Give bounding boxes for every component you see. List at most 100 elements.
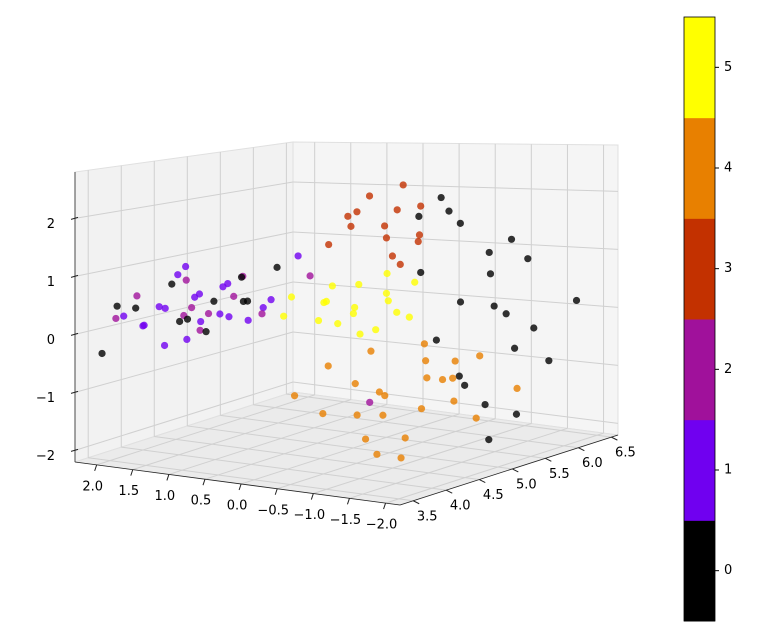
point [420, 340, 429, 348]
tick-mark [238, 483, 242, 491]
tick-mark [70, 216, 79, 220]
point [351, 303, 359, 312]
point [344, 212, 352, 220]
point [415, 212, 423, 221]
point [397, 454, 405, 462]
x-tick-label: 5.0 [516, 477, 537, 492]
point [382, 289, 391, 297]
y-tick-label: −1.5 [330, 513, 362, 528]
point [502, 310, 510, 318]
grid-line [204, 408, 424, 480]
point [366, 398, 374, 406]
point [372, 326, 380, 334]
point [160, 341, 169, 350]
tick-mark [412, 500, 420, 505]
grid-line [96, 394, 315, 466]
colorbar-segment [684, 520, 715, 622]
point [545, 357, 553, 365]
point [456, 298, 465, 306]
point [306, 272, 314, 280]
z-tick-label: 2 [47, 217, 55, 232]
point [225, 313, 233, 321]
point [411, 278, 419, 286]
grid-line [74, 231, 294, 277]
point [216, 310, 224, 318]
point [365, 192, 374, 200]
point [481, 400, 489, 409]
colorbar-tick-label: 4 [724, 161, 732, 176]
point [319, 410, 327, 418]
grid-line [88, 457, 414, 502]
y-tick-label: −2.0 [366, 518, 398, 533]
point [485, 436, 493, 444]
y-tick-label: 2.0 [82, 479, 103, 494]
point [98, 349, 106, 358]
tick-mark [94, 464, 98, 472]
point [405, 313, 413, 321]
point [155, 303, 163, 311]
point [139, 322, 147, 330]
point [381, 392, 389, 400]
grid-line [240, 413, 460, 485]
grid-line [292, 231, 619, 250]
grid-line [74, 381, 294, 451]
point [290, 392, 299, 400]
point [422, 357, 430, 365]
point [176, 317, 184, 326]
point [380, 222, 389, 230]
point [356, 330, 364, 338]
grid-line [74, 181, 294, 219]
point [461, 381, 469, 389]
y-tick-label: −1.0 [294, 508, 326, 523]
point [384, 297, 392, 305]
colorbar-frame [683, 16, 716, 622]
point [183, 335, 191, 344]
point [351, 380, 359, 388]
grid-line [121, 446, 447, 491]
z-tick-label: 0 [47, 333, 55, 348]
point [373, 450, 381, 458]
point [182, 276, 190, 284]
grid-line [74, 331, 294, 393]
tick-mark [479, 479, 486, 483]
point [347, 222, 355, 230]
point [449, 374, 457, 382]
point [451, 357, 459, 365]
point [524, 255, 532, 263]
side-pane [292, 141, 619, 436]
colorbar-tick-label: 3 [724, 261, 732, 276]
point [393, 206, 401, 214]
point [383, 269, 391, 278]
tick-mark [70, 390, 79, 394]
point [510, 344, 519, 352]
point [196, 326, 204, 334]
grid-line [292, 331, 619, 366]
y-tick-label: −0.5 [257, 503, 289, 518]
point [287, 293, 296, 301]
axis-line [74, 461, 401, 506]
z-tick-label: −2 [36, 449, 55, 464]
point [388, 252, 397, 260]
grid-line [349, 427, 568, 499]
point [133, 292, 141, 300]
point [324, 362, 332, 370]
colorbar-segment [684, 218, 715, 320]
point [168, 280, 176, 288]
tick-mark [578, 447, 585, 452]
point [450, 397, 458, 405]
point [382, 234, 391, 242]
point [476, 352, 484, 360]
point [399, 181, 407, 189]
colorbar-tick-label: 2 [724, 362, 732, 377]
tick-mark [611, 436, 618, 441]
point [375, 388, 383, 396]
colorbar-segment [684, 17, 715, 119]
y-tick-label: 1.5 [118, 484, 139, 499]
point [417, 268, 425, 277]
y-tick-label: 1.0 [155, 489, 176, 504]
tick-mark [383, 502, 387, 510]
point [455, 372, 463, 380]
point [183, 315, 192, 323]
point [202, 328, 210, 336]
x-tick-label: 6.0 [582, 456, 603, 471]
